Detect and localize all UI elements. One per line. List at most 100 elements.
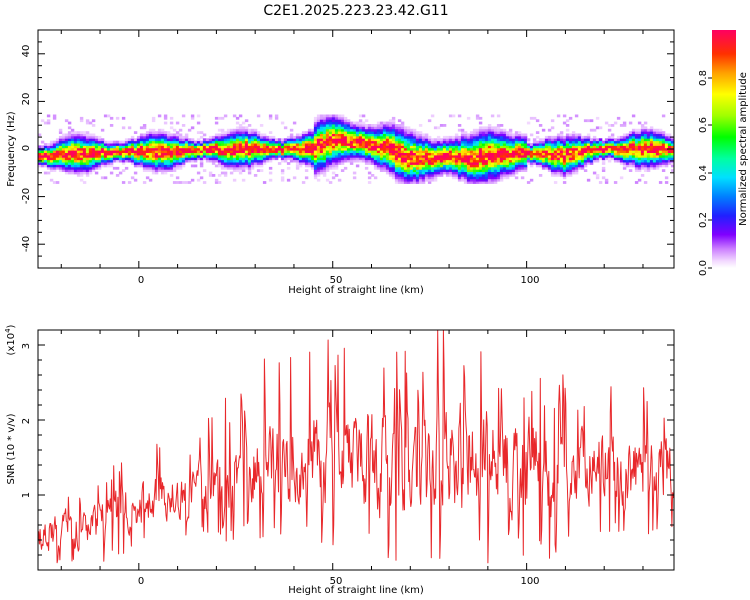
heatmap-cell <box>472 140 477 144</box>
heatmap-cell <box>139 159 144 163</box>
heatmap-cell <box>232 166 237 170</box>
heatmap-cell <box>76 159 81 163</box>
heatmap-cell <box>178 140 183 144</box>
heatmap-cell <box>508 147 513 151</box>
heatmap-cell <box>448 114 453 118</box>
heatmap-cell <box>658 152 663 156</box>
heatmap-cell <box>91 138 96 142</box>
heatmap-cell <box>661 145 666 149</box>
heatmap-cell <box>268 178 273 182</box>
heatmap-cell <box>418 133 423 137</box>
heatmap-cell <box>157 154 162 158</box>
heatmap-cell <box>409 143 414 146</box>
heatmap-cell <box>94 164 99 168</box>
heatmap-cell <box>229 154 234 158</box>
heatmap-cell <box>493 126 498 130</box>
heatmap-cell <box>148 159 153 163</box>
heatmap-cell <box>178 152 183 156</box>
heatmap-cell <box>274 150 279 153</box>
heatmap-cell <box>604 152 609 156</box>
heatmap-cell <box>394 159 399 163</box>
heatmap-cell <box>409 166 414 170</box>
heatmap-cell <box>547 152 552 156</box>
heatmap-cell <box>301 162 306 165</box>
heatmap-cell <box>613 157 618 161</box>
heatmap-cell <box>454 169 459 172</box>
heatmap-cell <box>340 133 345 137</box>
heatmap-cell <box>73 159 78 163</box>
heatmap-cell <box>418 159 423 163</box>
heatmap-cell <box>394 133 399 137</box>
heatmap-cell <box>91 147 96 151</box>
heatmap-cell <box>337 133 342 137</box>
heatmap-cell <box>511 135 516 139</box>
heatmap-cell <box>469 178 474 182</box>
heatmap-cell <box>433 174 438 177</box>
heatmap-cell <box>493 176 498 180</box>
heatmap-cell <box>505 138 510 142</box>
heatmap-cell <box>436 171 441 175</box>
heatmap-cell <box>289 154 294 158</box>
heatmap-cell <box>391 116 396 120</box>
heatmap-cell <box>601 157 606 161</box>
heatmap-cell <box>448 150 453 153</box>
heatmap-cell <box>220 157 225 161</box>
heatmap-cell <box>538 147 543 151</box>
heatmap-cell <box>415 164 420 168</box>
heatmap-cell <box>265 138 270 142</box>
heatmap-cell <box>565 143 570 146</box>
heatmap-cell <box>442 157 447 161</box>
heatmap-cell <box>493 169 498 172</box>
heatmap-cell <box>586 143 591 146</box>
heatmap-cell <box>658 181 663 184</box>
heatmap-cell <box>361 145 366 149</box>
heatmap-cell <box>406 181 411 184</box>
spectrogram-tick-y-minus20: -20 <box>21 188 32 204</box>
heatmap-cell <box>463 181 468 184</box>
heatmap-cell <box>169 150 174 153</box>
heatmap-cell <box>334 145 339 149</box>
heatmap-cell <box>67 145 72 149</box>
heatmap-cell <box>649 150 654 153</box>
heatmap-cell <box>337 114 342 118</box>
heatmap-cell <box>292 152 297 156</box>
heatmap-cell <box>73 157 78 161</box>
heatmap-cell <box>319 147 324 151</box>
heatmap-cell <box>445 154 450 158</box>
heatmap-cell <box>223 171 228 175</box>
heatmap-cell <box>625 154 630 158</box>
heatmap-cell <box>529 157 534 161</box>
heatmap-cell <box>433 143 438 146</box>
heatmap-cell <box>406 157 411 161</box>
heatmap-cell <box>517 150 522 153</box>
heatmap-cell <box>376 162 381 165</box>
heatmap-cell <box>475 154 480 158</box>
heatmap-cell <box>172 145 177 149</box>
heatmap-cell <box>616 140 621 144</box>
heatmap-cell <box>652 150 657 153</box>
heatmap-cell <box>634 133 639 137</box>
heatmap-cell <box>475 152 480 156</box>
heatmap-cell <box>523 147 528 151</box>
heatmap-cell <box>610 154 615 158</box>
heatmap-cell <box>226 133 231 137</box>
heatmap-cell <box>127 143 132 146</box>
heatmap-cell <box>388 157 393 161</box>
heatmap-cell <box>88 162 93 165</box>
heatmap-cell <box>598 143 603 146</box>
heatmap-cell <box>46 121 51 125</box>
heatmap-cell <box>79 150 84 153</box>
heatmap-cell <box>505 147 510 151</box>
heatmap-cell <box>241 178 246 182</box>
heatmap-cell <box>313 171 318 175</box>
heatmap-cell <box>361 124 366 127</box>
heatmap-cell <box>382 121 387 125</box>
heatmap-cell <box>523 138 528 142</box>
heatmap-cell <box>517 157 522 161</box>
heatmap-cell <box>85 171 90 175</box>
heatmap-cell <box>466 140 471 144</box>
heatmap-cell <box>493 131 498 134</box>
heatmap-cell <box>241 121 246 125</box>
heatmap-cell <box>364 150 369 153</box>
heatmap-cell <box>643 140 648 144</box>
